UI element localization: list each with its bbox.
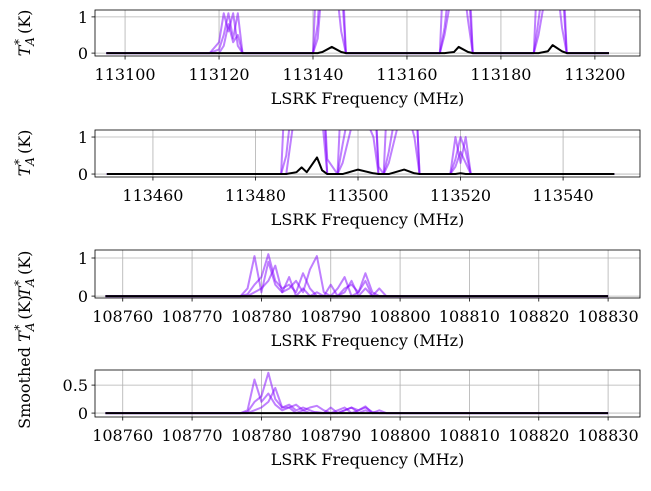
spectrum-line: [105, 255, 609, 298]
x-tick-label: 108810: [439, 307, 500, 326]
axes-frame: [94, 129, 641, 178]
spectrum-line: [105, 378, 609, 415]
y-tick-label: 1: [78, 249, 88, 268]
x-tick-label: 108810: [439, 426, 500, 445]
x-tick-label: 108800: [370, 426, 431, 445]
x-axis-label: LSRK Frequency (MHz): [271, 89, 465, 108]
x-tick-label: 113480: [225, 186, 286, 205]
y-label-unit: (K): [15, 10, 34, 34]
y-label-symbol: T: [15, 330, 34, 342]
panel: 108760 108770 108780 108790 108800 108810 1088…: [12, 249, 641, 350]
plot-lines: [106, 130, 615, 176]
x-tick-label: 108760: [92, 426, 153, 445]
x-tick-label: 108780: [231, 307, 292, 326]
x-tick-label: 108800: [370, 307, 431, 326]
x-tick-label: 108770: [162, 307, 223, 326]
y-tick-label: 1: [78, 8, 88, 27]
plot-lines: [105, 371, 609, 415]
x-tick-label: 113100: [95, 65, 156, 84]
spectrum-line: [106, 130, 615, 176]
y-label-symbol: T: [15, 285, 34, 297]
y-label-subscript: A: [23, 157, 37, 167]
panel: 113460 113480 113500 113520 113540 0 1 LSRK Fre…: [12, 128, 641, 229]
y-label-superscript: *: [12, 325, 26, 331]
y-label-subscript: A: [23, 322, 37, 332]
y-tick-label: 1: [78, 128, 88, 147]
axes-frame: [94, 369, 641, 418]
axes-frame: [94, 9, 641, 57]
y-label-subscript: A: [23, 278, 37, 288]
y-tick-label: 0: [78, 287, 88, 306]
x-tick-label: 113460: [122, 186, 183, 205]
axes-frame: [94, 249, 641, 299]
x-tick-label: 113540: [533, 186, 594, 205]
x-tick-label: 113520: [430, 186, 491, 205]
x-tick-label: 108770: [162, 426, 223, 445]
spectrum-line: [106, 156, 615, 176]
x-tick-label: 113120: [188, 65, 249, 84]
x-tick-label: 108760: [92, 307, 153, 326]
x-tick-label: 113160: [376, 65, 437, 84]
y-axis-label: TA* (K): [12, 10, 37, 57]
y-label-superscript: *: [12, 280, 26, 286]
spectrum-line: [106, 130, 615, 176]
y-label-superscript: *: [12, 159, 26, 165]
x-tick-label: 113180: [470, 65, 531, 84]
y-tick-label: 0: [78, 404, 88, 423]
x-axis-label: LSRK Frequency (MHz): [271, 210, 465, 229]
y-label-prefix: Smoothed: [15, 347, 34, 429]
x-tick-label: 108790: [300, 307, 361, 326]
y-tick-label: 0.5: [63, 376, 88, 395]
spectrum-line: [105, 371, 609, 415]
spectrum-line: [106, 130, 615, 176]
spectrum-line: [105, 255, 609, 298]
y-label-subscript: A: [23, 37, 37, 47]
y-label-unit: (K): [15, 295, 34, 319]
y-label-unit: (K): [15, 130, 34, 154]
spectrum-line: [105, 386, 609, 415]
x-axis-label: LSRK Frequency (MHz): [271, 450, 465, 469]
x-tick-label: 108830: [578, 307, 639, 326]
plot-lines: [106, 10, 609, 55]
x-tick-label: 113200: [564, 65, 625, 84]
x-tick-label: 108820: [508, 307, 569, 326]
x-tick-label: 113140: [282, 65, 343, 84]
x-tick-label: 108780: [231, 426, 292, 445]
x-tick-label: 108820: [508, 426, 569, 445]
spectrum-line: [105, 253, 609, 298]
spectrum-line: [106, 10, 609, 55]
y-axis-label: TA* (K): [12, 130, 37, 177]
y-label-symbol: T: [15, 164, 34, 176]
plot-lines: [105, 253, 609, 298]
y-tick-label: 0: [78, 165, 88, 184]
y-label-unit: (K): [15, 251, 34, 275]
y-label-superscript: *: [12, 39, 26, 45]
x-tick-label: 108790: [300, 426, 361, 445]
x-axis-label: LSRK Frequency (MHz): [271, 331, 465, 350]
y-label-symbol: T: [15, 44, 34, 56]
y-tick-label: 0: [78, 44, 88, 63]
spectrum-line: [106, 44, 609, 55]
panel: 113100 113120 113140 113160 113180 113200 0 1 LS…: [12, 8, 641, 108]
panel: 108760 108770 108780 108790 108800 108810 1088…: [12, 295, 641, 469]
x-tick-label: 108830: [578, 426, 639, 445]
y-axis-label: TA* (K): [12, 251, 37, 298]
x-tick-label: 113500: [327, 186, 388, 205]
y-axis-label: Smoothed TA* (K): [12, 295, 37, 429]
